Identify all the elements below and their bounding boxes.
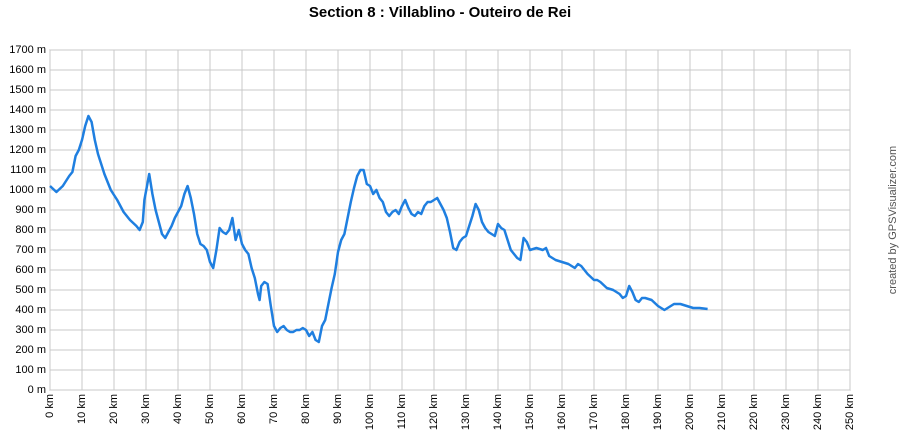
y-tick-label: 600 m (15, 264, 46, 276)
y-tick-label: 900 m (15, 204, 46, 216)
x-tick-label: 150 km (524, 394, 536, 430)
x-tick-label: 120 km (428, 394, 440, 430)
x-tick-label: 10 km (76, 394, 88, 424)
y-tick-label: 1400 m (9, 104, 46, 116)
elevation-line (49, 114, 708, 344)
x-tick-label: 90 km (332, 394, 344, 424)
y-tick-label: 0 m (28, 384, 46, 396)
x-tick-label: 20 km (108, 394, 120, 424)
y-tick-label: 500 m (15, 284, 46, 296)
y-tick-label: 1200 m (9, 144, 46, 156)
y-tick-label: 1600 m (9, 64, 46, 76)
credit: created by GPSVisualizer.com (887, 146, 899, 294)
y-tick-label: 300 m (15, 324, 46, 336)
x-tick-label: 210 km (716, 394, 728, 430)
x-tick-label: 190 km (652, 394, 664, 430)
x-tick-label: 240 km (812, 394, 824, 430)
y-tick-label: 200 m (15, 344, 46, 356)
x-tick-label: 100 km (364, 394, 376, 430)
x-tick-label: 40 km (172, 394, 184, 424)
x-tick-label: 50 km (204, 394, 216, 424)
x-tick-label: 250 km (844, 394, 856, 430)
chart-title: Section 8 : Villablino - Outeiro de Rei (309, 4, 571, 21)
x-tick-label: 0 km (44, 394, 56, 418)
y-tick-label: 800 m (15, 224, 46, 236)
x-tick-label: 220 km (748, 394, 760, 430)
x-tick-label: 200 km (684, 394, 696, 430)
y-tick-label: 1300 m (9, 124, 46, 136)
x-tick-label: 160 km (556, 394, 568, 430)
x-tick-label: 70 km (268, 394, 280, 424)
y-tick-label: 1100 m (10, 164, 46, 176)
x-tick-label: 80 km (300, 394, 312, 424)
y-tick-label: 100 m (15, 364, 46, 376)
x-tick-label: 110 km (396, 394, 408, 429)
y-tick-label: 400 m (15, 304, 46, 316)
x-tick-label: 180 km (620, 394, 632, 430)
x-tick-label: 30 km (140, 394, 152, 424)
y-tick-label: 1000 m (9, 184, 46, 196)
x-tick-label: 170 km (588, 394, 600, 430)
x-tick-label: 130 km (460, 394, 472, 430)
y-tick-label: 1700 m (9, 44, 46, 56)
x-tick-label: 230 km (780, 394, 792, 430)
y-tick-label: 700 m (15, 244, 46, 256)
plot-area (49, 49, 851, 391)
x-tick-label: 140 km (492, 394, 504, 430)
y-tick-label: 1500 m (9, 84, 46, 96)
x-tick-label: 60 km (236, 394, 248, 424)
